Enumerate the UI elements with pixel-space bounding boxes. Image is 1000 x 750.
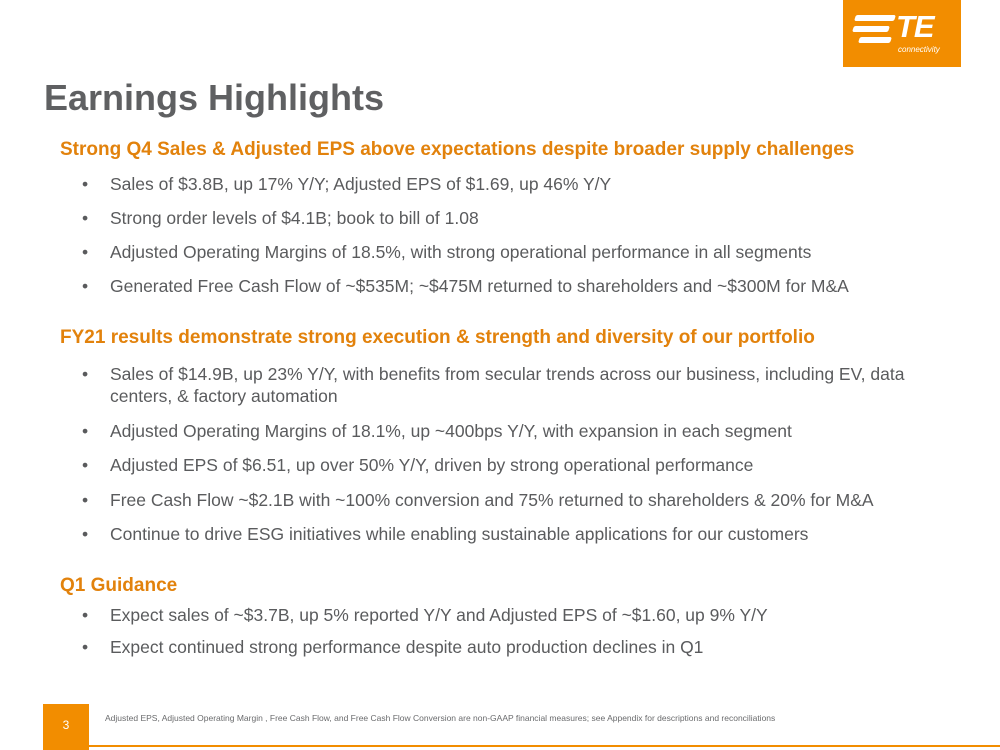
bullet-icon: • <box>82 174 89 194</box>
section-heading-q1-guidance: Q1 Guidance <box>60 575 178 596</box>
bullet-icon: • <box>82 455 89 475</box>
list-item: • Strong order levels of $4.1B; book to b… <box>82 207 962 229</box>
list-item-text: Adjusted Operating Margins of 18.1%, up … <box>110 421 792 441</box>
logo-subtext: connectivity <box>898 45 940 54</box>
list-item: • Adjusted Operating Margins of 18.5%, wi… <box>82 241 962 263</box>
bullet-icon: • <box>82 490 89 510</box>
section-heading-q4: Strong Q4 Sales & Adjusted EPS above exp… <box>60 139 855 160</box>
list-item-text: Sales of $3.8B, up 17% Y/Y; Adjusted EPS… <box>110 174 612 194</box>
bullet-icon: • <box>82 276 89 296</box>
bullet-icon: • <box>82 421 89 441</box>
logo-stripe <box>852 26 890 32</box>
list-item-text: Sales of $14.9B, up 23% Y/Y, with benefi… <box>110 364 905 406</box>
list-item: • Free Cash Flow ~$2.1B with ~100% conver… <box>82 489 962 511</box>
logo-stripe <box>854 15 896 21</box>
bullet-icon: • <box>82 637 89 657</box>
logo-text: TE <box>896 9 935 44</box>
page-number: 3 <box>62 718 70 732</box>
list-item: • Sales of $14.9B, up 23% Y/Y, with benef… <box>82 363 962 407</box>
bullet-icon: • <box>82 605 89 625</box>
list-item-text: Free Cash Flow ~$2.1B with ~100% convers… <box>110 490 874 510</box>
te-connectivity-logo: TE connectivity <box>843 0 961 67</box>
list-item: • Adjusted EPS of $6.51, up over 50% Y/Y,… <box>82 454 962 476</box>
list-item-text: Generated Free Cash Flow of ~$535M; ~$47… <box>110 276 849 296</box>
list-item-text: Strong order levels of $4.1B; book to bi… <box>110 208 479 228</box>
bullet-icon: • <box>82 364 89 384</box>
list-item: • Sales of $3.8B, up 17% Y/Y; Adjusted EP… <box>82 173 962 195</box>
list-item: • Expect sales of ~$3.7B, up 5% reported … <box>82 604 962 626</box>
footer-divider <box>89 745 1000 747</box>
list-item-text: Adjusted Operating Margins of 18.5%, wit… <box>110 242 812 262</box>
list-item: • Adjusted Operating Margins of 18.1%, up… <box>82 420 962 442</box>
section-heading-fy21: FY21 results demonstrate strong executio… <box>60 327 815 348</box>
list-item-text: Continue to drive ESG initiatives while … <box>110 524 809 544</box>
list-item-text: Expect sales of ~$3.7B, up 5% reported Y… <box>110 605 768 625</box>
bullet-icon: • <box>82 524 89 544</box>
list-item-text: Adjusted EPS of $6.51, up over 50% Y/Y, … <box>110 455 754 475</box>
page-title: Earnings Highlights <box>44 77 385 118</box>
logo-stripe <box>858 37 892 43</box>
bullet-icon: • <box>82 242 89 262</box>
bullet-icon: • <box>82 208 89 228</box>
list-item-text: Expect continued strong performance desp… <box>110 637 704 657</box>
page-number-badge: 3 <box>43 704 89 750</box>
list-item: • Expect continued strong performance des… <box>82 636 962 658</box>
footnote: Adjusted EPS, Adjusted Operating Margin … <box>105 713 776 723</box>
list-item: • Generated Free Cash Flow of ~$535M; ~$4… <box>82 275 962 297</box>
list-item: • Continue to drive ESG initiatives while… <box>82 523 962 545</box>
